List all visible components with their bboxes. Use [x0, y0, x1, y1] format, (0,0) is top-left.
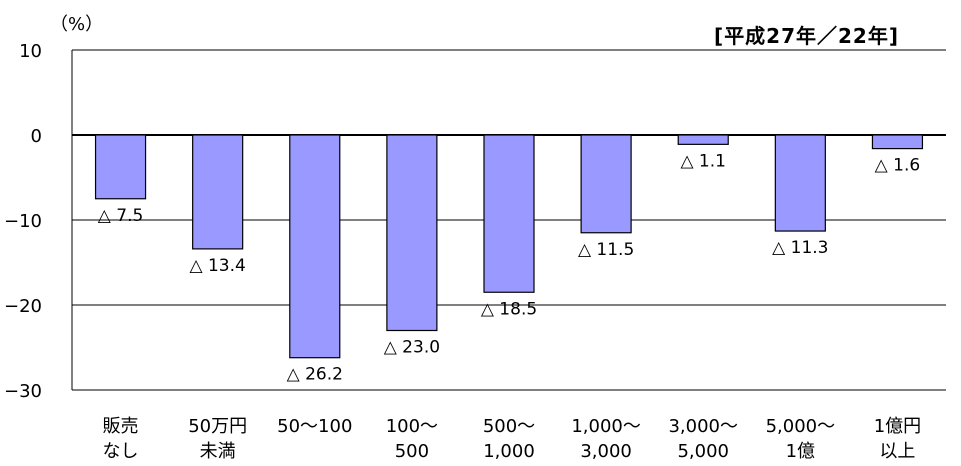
y-tick-label: −10 — [4, 211, 42, 232]
bar — [677, 134, 729, 145]
bar — [94, 134, 147, 200]
data-label: △ 23.0 — [384, 338, 440, 358]
x-tick-label: 以上 — [879, 441, 915, 462]
data-label: △ 26.2 — [287, 365, 343, 385]
x-tick-label: 未満 — [200, 441, 236, 462]
x-tick-label: 3,000～ — [668, 416, 738, 437]
x-tick-label: 販売 — [103, 416, 139, 437]
data-label: △ 11.5 — [578, 240, 634, 260]
period-label: [平成27年／22年] — [714, 24, 899, 48]
x-tick-label: 500～ — [483, 416, 535, 437]
x-tick-label: なし — [103, 441, 139, 462]
data-label: △ 1.6 — [875, 156, 921, 176]
data-label: △ 18.5 — [481, 299, 537, 319]
data-label: △ 11.3 — [772, 238, 828, 258]
y-tick-label: −30 — [4, 381, 42, 402]
x-tick-label: 5,000～ — [766, 416, 836, 437]
bar — [483, 134, 535, 293]
data-label: △ 13.4 — [189, 256, 245, 276]
data-label: △ 7.5 — [98, 206, 144, 226]
y-axis-unit-label: （%） — [50, 14, 104, 35]
y-tick-label: 10 — [19, 41, 42, 62]
x-tick-label: 500 — [395, 441, 429, 462]
bar — [580, 134, 632, 234]
x-tick-label: 1億円 — [874, 416, 921, 437]
x-tick-label: 1億 — [786, 441, 815, 462]
bar — [289, 134, 341, 359]
data-label: △ 1.1 — [680, 151, 726, 171]
x-tick-label: 5,000 — [677, 441, 729, 462]
x-tick-label: 50～100 — [277, 416, 352, 437]
y-tick-label: −20 — [4, 296, 42, 317]
x-tick-label: 50万円 — [188, 416, 247, 437]
x-tick-label: 1,000～ — [571, 416, 641, 437]
bar — [192, 134, 244, 250]
y-tick-label: 0 — [31, 126, 42, 147]
x-tick-label: 3,000 — [580, 441, 632, 462]
x-tick-label: 1,000 — [483, 441, 535, 462]
x-tick-label: 100～ — [386, 416, 438, 437]
bar — [871, 134, 924, 150]
bar — [386, 134, 438, 332]
bar — [774, 134, 826, 232]
